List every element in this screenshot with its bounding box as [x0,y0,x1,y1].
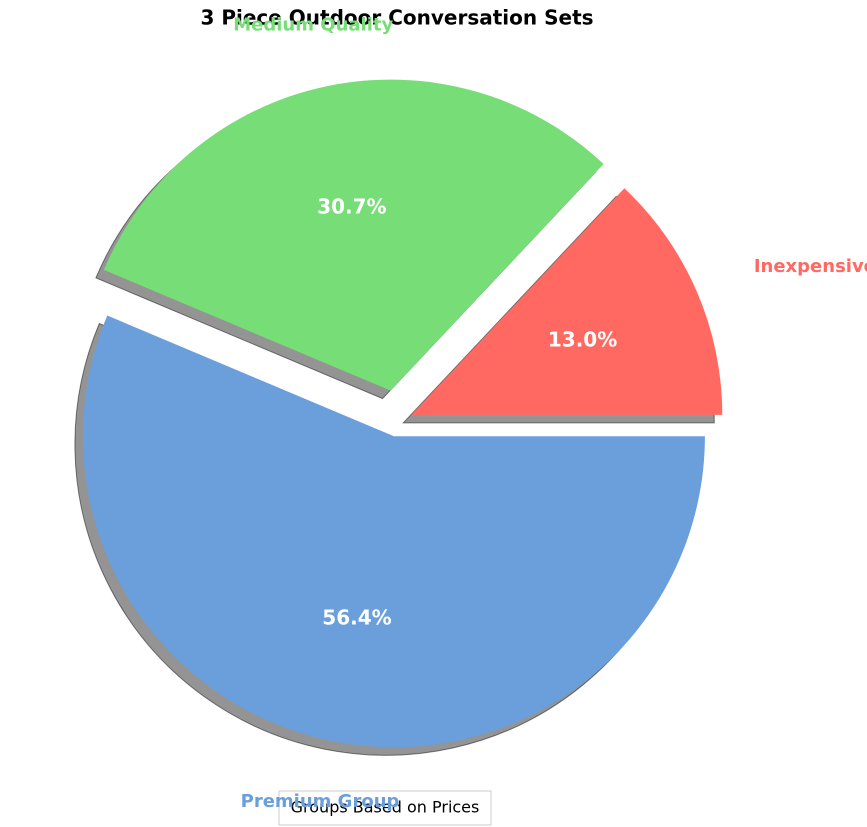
slice [411,188,723,415]
chart-title: 3 Piece Outdoor Conversation Sets [200,6,593,30]
slices [82,79,723,748]
value-label: 13.0% [548,327,617,351]
slice-label: Medium Quality [233,14,393,35]
slice-label: Premium Group [241,791,400,812]
slice [103,79,604,391]
value-label: 56.4% [322,606,391,630]
legend-box [278,790,492,826]
legend-title: Groups Based on Prices [291,798,480,817]
value-label: 30.7% [317,195,386,219]
slice [82,315,705,748]
slice-label: Inexpensive Group [754,256,867,277]
